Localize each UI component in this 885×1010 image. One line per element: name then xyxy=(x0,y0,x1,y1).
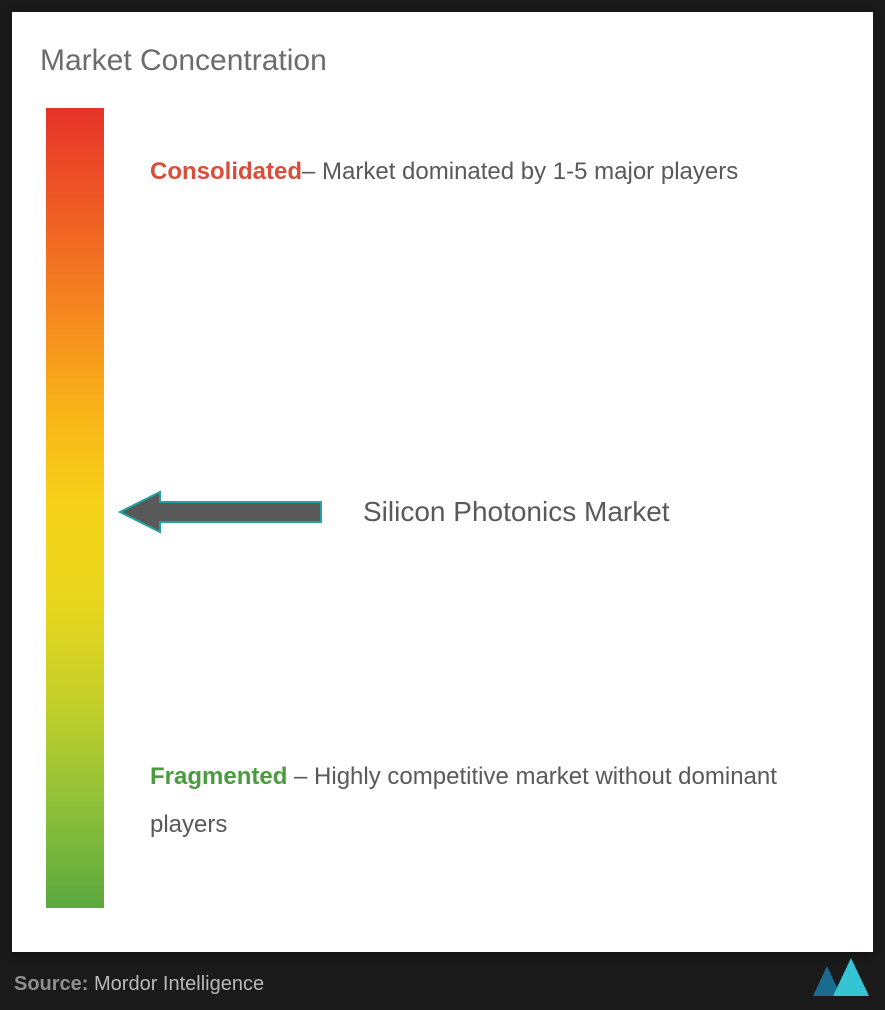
consolidated-desc: – Market dominated by 1-5 major players xyxy=(302,158,738,185)
market-pointer: Silicon Photonics Market xyxy=(118,488,670,536)
brand-logo xyxy=(813,958,871,996)
infographic-card: Market Concentration Consolidated– Marke… xyxy=(12,12,873,952)
consolidated-label: Consolidated– Market dominated by 1-5 ma… xyxy=(150,148,835,196)
chart-title: Market Concentration xyxy=(40,44,845,78)
logo-icon xyxy=(813,958,871,996)
concentration-gradient-bar xyxy=(46,108,104,908)
fragmented-label: Fragmented – Highly competitive market w… xyxy=(150,753,835,849)
arrow-left-icon xyxy=(118,488,323,536)
source-value: Mordor Intelligence xyxy=(88,973,264,995)
footer: Source: Mordor Intelligence xyxy=(14,958,871,996)
market-name-label: Silicon Photonics Market xyxy=(363,496,670,528)
source-label: Source: xyxy=(14,973,88,995)
source-attribution: Source: Mordor Intelligence xyxy=(14,973,264,996)
consolidated-keyword: Consolidated xyxy=(150,158,302,185)
fragmented-keyword: Fragmented xyxy=(150,763,287,790)
main-area: Consolidated– Market dominated by 1-5 ma… xyxy=(40,108,845,908)
